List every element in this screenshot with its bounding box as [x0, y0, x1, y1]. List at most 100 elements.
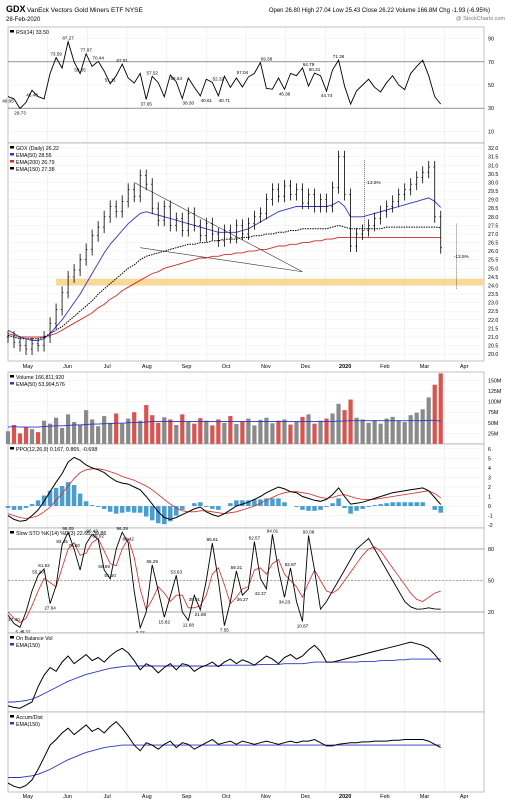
ppo-histogram-bar [414, 502, 419, 506]
ppo-histogram-bar [210, 506, 215, 509]
volume-tick-label: 50M [488, 421, 498, 427]
ppo-histogram-bar [150, 506, 155, 520]
ppo-histogram-bar [318, 506, 323, 510]
stochastic-tick-label: 50 [488, 579, 494, 585]
bottom-month-label: Jun [63, 794, 72, 800]
rsi-value-label: 52.32 [213, 76, 225, 81]
rsi-value-label: 73.59 [50, 52, 62, 57]
stochastic-value-label: 65.29 [146, 559, 158, 564]
volume-bar [385, 419, 389, 444]
stochastic-value-label: 34.23 [279, 599, 291, 604]
volume-bar [102, 416, 106, 444]
rsi-value-label: 37.65 [140, 101, 152, 106]
ppo-tick-label: 6 [488, 447, 491, 453]
rsi-value-label: 70.44 [92, 55, 104, 60]
ticker-symbol: GDX [6, 4, 26, 14]
ppo-histogram-bar [372, 505, 377, 506]
ppo-histogram-bar [342, 506, 347, 508]
volume-bar [204, 421, 208, 444]
ppo-tick-label: 3 [488, 475, 491, 481]
price-tick-label: 29.5 [488, 189, 498, 195]
ppo-histogram-bar [228, 503, 233, 506]
price-month-label: Sep [182, 364, 192, 370]
volume-bar [415, 413, 419, 444]
volume-bar [216, 419, 220, 444]
rsi-value-label: 40.05 [2, 99, 14, 104]
ppo-histogram-bar [402, 502, 407, 506]
volume-bar [210, 425, 214, 444]
security-name: VanEck Vectors Gold Miners ETF NYSE [27, 7, 144, 14]
ppo-histogram-bar [90, 505, 95, 506]
rsi-value-label: 87.27 [62, 36, 74, 41]
volume-bar [30, 429, 34, 444]
price-tick-label: 27.5 [488, 223, 498, 229]
ppo-histogram-bar [216, 506, 221, 510]
volume-bar [246, 419, 250, 444]
volume-legend-label: Volume 166,811,920 [16, 375, 64, 381]
price-tick-label: 30.5 [488, 172, 498, 178]
bottom-month-label: Dec [301, 794, 311, 800]
stochastic-tick-label: 80 [488, 547, 494, 553]
price-tick-label: 29.0 [488, 198, 498, 204]
ppo-histogram-bar [408, 502, 413, 506]
volume-bar [312, 424, 316, 444]
watermark-text: @ StockCharts.com [456, 16, 505, 22]
volume-bar [258, 420, 262, 444]
price-tick-label: 20.5 [488, 344, 498, 350]
stochastic-panel: 80502017.405.465.3755.2061.5227.6483.459… [8, 526, 494, 635]
volume-bar [367, 423, 371, 444]
volume-bar [276, 421, 280, 444]
volume-legend-label: EMA(50) 53,904,576 [16, 382, 65, 388]
price-tick-label: 24.5 [488, 275, 498, 281]
price-legend-swatch [10, 146, 14, 149]
stochastic-value-label: 35.91 [189, 597, 201, 602]
volume-bar [360, 419, 364, 444]
price-tick-label: 21.5 [488, 326, 498, 332]
ppo-histogram-bar [126, 506, 131, 512]
ppo-histogram-bar [48, 491, 53, 506]
volume-bar [180, 414, 184, 444]
ppo-histogram-bar [6, 506, 11, 508]
rsi-panel: 907050301040.0529.7345.4073.5987.2759.85… [2, 27, 494, 143]
ppo-legend-label: PPO(12,26,9) 0.167, 0.865, -0.698 [16, 447, 97, 453]
rsi-value-label: 44.74 [321, 93, 333, 98]
volume-bar [294, 422, 298, 444]
volume-bar [421, 409, 425, 444]
accum-legend-label: EMA(150) [16, 722, 40, 728]
price-month-label: Jul [104, 364, 111, 370]
bottom-month-label: Apr [460, 794, 469, 800]
bottom-month-label: Nov [261, 794, 271, 800]
ppo-histogram-bar [438, 506, 443, 513]
volume-tick-label: 100M [488, 400, 501, 406]
ppo-histogram-bar [114, 506, 119, 514]
price-month-label: May [23, 364, 34, 370]
volume-bar [330, 414, 334, 444]
volume-bar [342, 410, 346, 444]
volume-bar [324, 419, 328, 444]
ppo-histogram-bar [24, 506, 29, 508]
ppo-histogram-bar [330, 503, 335, 506]
ppo-histogram-bar [72, 485, 77, 506]
chart-date: 28-Feb-2020 [6, 17, 41, 23]
ppo-histogram-bar [432, 506, 437, 510]
stochastic-value-label: 36.27 [237, 597, 249, 602]
ppo-histogram-bar [180, 506, 185, 510]
price-tick-label: 30.0 [488, 180, 498, 186]
ppo-histogram-bar [276, 498, 281, 506]
accum-legend-swatch [10, 722, 14, 725]
obv-legend-label: On Balance Vol [16, 636, 53, 642]
volume-bar [132, 412, 136, 444]
rsi-tick-label: 90 [488, 37, 494, 43]
price-tick-label: 31.0 [488, 163, 498, 169]
volume-bar [156, 423, 160, 444]
ppo-tick-label: 4 [488, 466, 491, 472]
ppo-histogram-bar [336, 498, 341, 506]
price-tick-label: 28.5 [488, 206, 498, 212]
volume-bar [192, 424, 196, 444]
stochastic-value-label: 15.82 [159, 619, 171, 624]
stochastic-value-label: 85.61 [207, 537, 219, 542]
ppo-histogram-bar [120, 506, 125, 513]
price-tick-label: 31.5 [488, 155, 498, 161]
